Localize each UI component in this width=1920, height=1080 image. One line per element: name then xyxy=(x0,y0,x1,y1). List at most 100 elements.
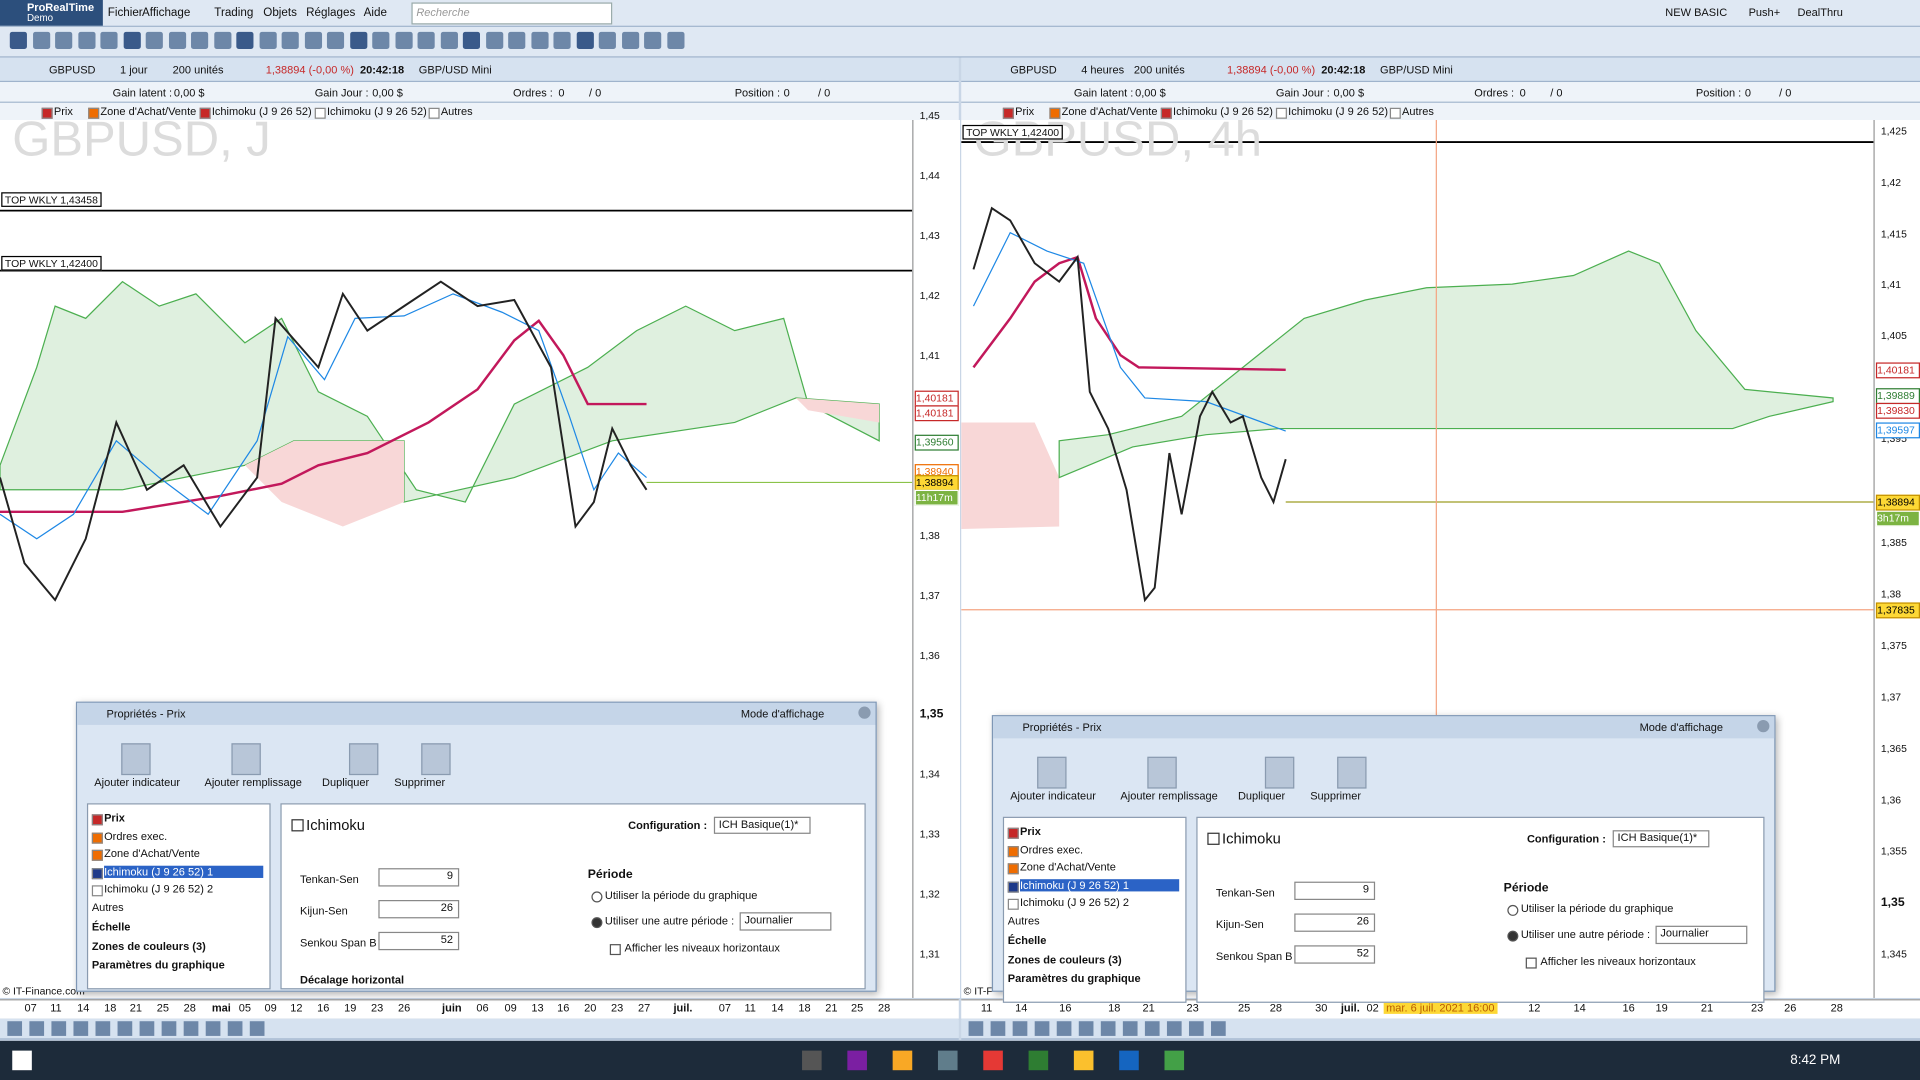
tool-icon[interactable] xyxy=(462,31,481,49)
taskbar-icon[interactable] xyxy=(802,1050,822,1071)
tool-icon[interactable] xyxy=(236,31,254,49)
bar-icon[interactable] xyxy=(29,1021,45,1036)
list-item[interactable]: Ichimoku (J 9 26 52) 1 xyxy=(104,865,264,878)
tab[interactable]: Ichimoku (J 9 26 52) xyxy=(1173,105,1273,118)
bar-icon[interactable] xyxy=(1122,1021,1138,1036)
toolbar-item[interactable]: NEW BASIC xyxy=(1665,6,1728,19)
tool-icon[interactable] xyxy=(644,31,662,49)
list-item[interactable]: Ordres exec. xyxy=(104,830,168,843)
tool-icon[interactable] xyxy=(191,31,209,49)
taskbar-icon[interactable] xyxy=(1164,1050,1185,1071)
tool-icon[interactable] xyxy=(394,31,413,49)
tool-icon[interactable] xyxy=(9,31,27,49)
tab[interactable]: Prix xyxy=(1015,105,1035,118)
period-select[interactable]: Journalier xyxy=(1655,925,1748,945)
tool-icon[interactable] xyxy=(213,31,231,49)
param-input[interactable]: 9 xyxy=(378,868,460,887)
menu-item[interactable]: Trading xyxy=(214,6,254,20)
bar-icon[interactable] xyxy=(1056,1021,1072,1036)
checkbox[interactable] xyxy=(609,944,621,956)
tab[interactable]: Zone d'Achat/Vente xyxy=(100,105,197,118)
tool-icon[interactable] xyxy=(372,31,390,49)
bar-icon[interactable] xyxy=(1100,1021,1116,1036)
start-button[interactable] xyxy=(12,1050,32,1071)
tool-icon[interactable] xyxy=(598,31,616,49)
tool-icon[interactable] xyxy=(576,31,594,49)
tab[interactable]: Ichimoku (J 9 26 52) xyxy=(211,105,312,118)
bar-icon[interactable] xyxy=(73,1021,89,1036)
tool-icon[interactable] xyxy=(621,31,639,49)
menu-item[interactable]: Fichier xyxy=(107,6,143,20)
tool-icon[interactable] xyxy=(666,31,684,49)
bar-icon[interactable] xyxy=(968,1021,984,1036)
tab[interactable]: Ichimoku (J 9 26 52) xyxy=(1288,105,1389,118)
config-select[interactable]: ICH Basique(1)* xyxy=(713,816,811,834)
taskbar-icon[interactable] xyxy=(1073,1050,1094,1071)
tool-icon[interactable] xyxy=(508,31,526,49)
list-item[interactable]: Prix xyxy=(104,811,125,825)
tab[interactable]: Autres xyxy=(1402,105,1434,118)
display-mode[interactable]: Mode d'affichage xyxy=(1639,721,1723,734)
close-button[interactable] xyxy=(1757,720,1770,733)
bar-icon[interactable] xyxy=(7,1021,23,1036)
tool-icon[interactable] xyxy=(32,31,50,49)
param-input[interactable]: 26 xyxy=(1294,913,1376,932)
title-symbol[interactable]: GBPUSD xyxy=(1010,63,1057,76)
title-period[interactable]: 1 jour xyxy=(120,63,148,76)
list-item[interactable]: Zones de couleurs (3) xyxy=(91,940,206,953)
taskbar-icon[interactable] xyxy=(1119,1050,1139,1071)
radio[interactable] xyxy=(591,891,603,903)
toolbar-item[interactable]: Push+ xyxy=(1748,6,1781,19)
tool-button-icon[interactable] xyxy=(348,743,379,776)
list-item[interactable]: Ordres exec. xyxy=(1020,843,1084,856)
bar-icon[interactable] xyxy=(95,1021,111,1036)
tab[interactable]: Autres xyxy=(440,105,473,118)
tool-button-icon[interactable] xyxy=(1037,756,1067,789)
tool-icon[interactable] xyxy=(145,31,163,49)
radio[interactable] xyxy=(591,917,603,929)
list-item[interactable]: Paramètres du graphique xyxy=(1007,972,1141,985)
tool-button-icon[interactable] xyxy=(1147,756,1177,789)
param-input[interactable]: 26 xyxy=(378,900,460,919)
bar-icon[interactable] xyxy=(1012,1021,1028,1036)
list-item[interactable]: Autres xyxy=(91,901,124,914)
config-select[interactable]: ICH Basique(1)* xyxy=(1612,830,1710,848)
toolbar-item[interactable]: DealThru xyxy=(1797,6,1843,19)
bar-icon[interactable] xyxy=(1144,1021,1160,1036)
menu-item[interactable]: Objets xyxy=(263,6,297,20)
checkbox[interactable] xyxy=(1525,957,1537,969)
tab[interactable]: Ichimoku (J 9 26 52) xyxy=(326,105,427,118)
title-units[interactable]: 200 unités xyxy=(172,63,224,76)
param-input[interactable]: 9 xyxy=(1294,881,1376,901)
list-item[interactable]: Autres xyxy=(1007,914,1040,927)
bar-icon[interactable] xyxy=(227,1021,243,1036)
list-item[interactable]: Échelle xyxy=(91,920,131,934)
title-symbol[interactable]: GBPUSD xyxy=(48,63,96,76)
tool-icon[interactable] xyxy=(349,31,367,49)
tab[interactable]: Prix xyxy=(53,105,73,118)
tool-button-icon[interactable] xyxy=(421,743,451,776)
bar-icon[interactable] xyxy=(990,1021,1006,1036)
taskbar-icon[interactable] xyxy=(983,1050,1003,1071)
list-item[interactable]: Paramètres du graphique xyxy=(91,958,225,972)
param-input[interactable]: 52 xyxy=(1294,945,1376,964)
tool-icon[interactable] xyxy=(326,31,345,49)
bar-icon[interactable] xyxy=(139,1021,155,1036)
menu-item[interactable]: Aide xyxy=(363,6,387,20)
tool-icon[interactable] xyxy=(417,31,435,49)
checkbox[interactable] xyxy=(291,819,304,832)
title-units[interactable]: 200 unités xyxy=(1133,63,1185,76)
list-item[interactable]: Prix xyxy=(1020,825,1041,838)
tool-icon[interactable] xyxy=(281,31,299,49)
tool-button[interactable]: Supprimer xyxy=(394,776,446,789)
bar-icon[interactable] xyxy=(205,1021,221,1036)
bar-icon[interactable] xyxy=(249,1021,265,1036)
tool-icon[interactable] xyxy=(485,31,503,49)
tool-icon[interactable] xyxy=(55,31,73,49)
menu-item[interactable]: Réglages xyxy=(306,6,356,20)
bar-icon[interactable] xyxy=(1166,1021,1182,1036)
tool-icon[interactable] xyxy=(100,31,118,49)
title-period[interactable]: 4 heures xyxy=(1081,63,1125,76)
display-mode[interactable]: Mode d'affichage xyxy=(740,707,825,721)
tool-icon[interactable] xyxy=(440,31,458,49)
